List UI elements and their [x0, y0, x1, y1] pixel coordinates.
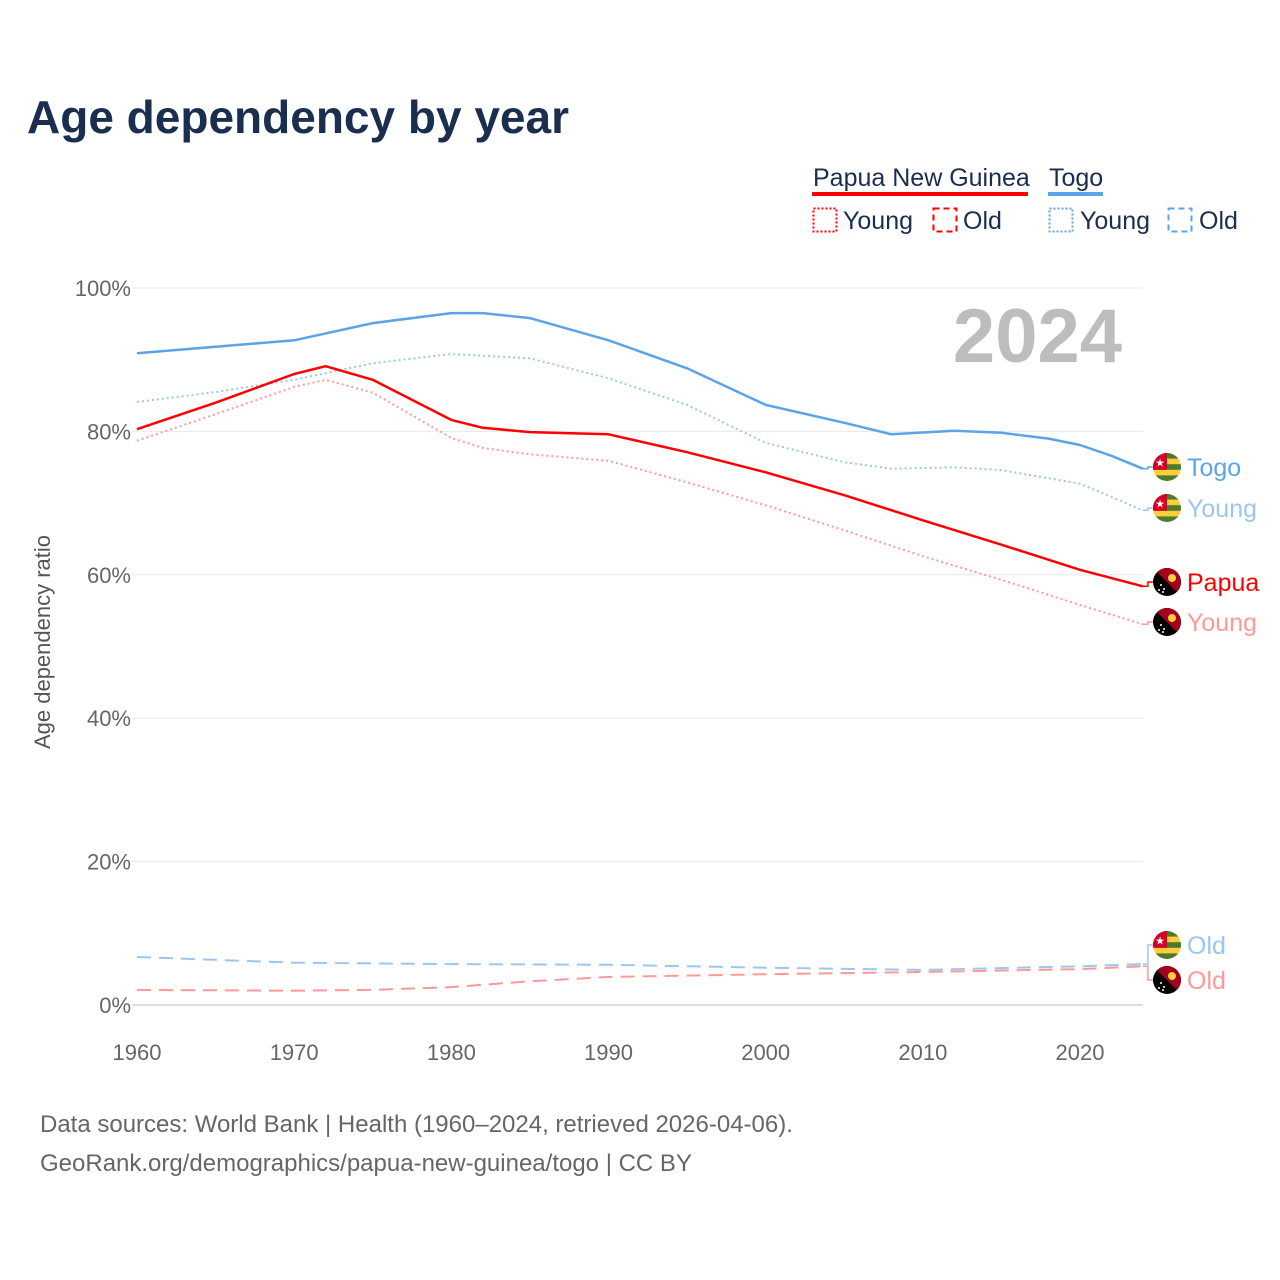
end-label: Young	[1187, 609, 1257, 637]
end-label-connector	[1142, 965, 1153, 981]
legend: Papua New Guinea Togo Young Old Young Ol…	[812, 164, 1238, 235]
legend-togo-young-swatch	[1048, 207, 1074, 233]
y-tick-label: 40%	[87, 706, 131, 731]
end-label-connector	[1142, 944, 1153, 965]
series-line-togo	[136, 311, 1144, 470]
end-label-connector	[1142, 621, 1153, 626]
y-axis-label: Age dependency ratio	[30, 535, 55, 749]
source-line-2[interactable]: GeoRank.org/demographics/papua-new-guine…	[40, 1150, 692, 1177]
end-label: Old	[1187, 967, 1226, 995]
togo-flag-icon	[1153, 931, 1181, 959]
legend-country-png[interactable]: Papua New Guinea	[813, 164, 1030, 192]
togo-flag-icon	[1153, 494, 1181, 522]
y-tick-label: 60%	[87, 563, 131, 588]
series-line-papua-new-guinea-old	[136, 965, 1143, 992]
x-axis: 1960 1970 1980 1990 2000 2010 2020	[113, 1040, 1105, 1065]
y-tick-label: 100%	[75, 276, 131, 301]
source-line-1: Data sources: World Bank | Health (1960–…	[40, 1111, 793, 1138]
png-flag-icon	[1153, 966, 1181, 994]
end-label: Togo	[1187, 454, 1241, 482]
end-label-connector	[1142, 507, 1153, 512]
legend-togo-line	[1048, 192, 1103, 196]
end-label: Young	[1187, 495, 1257, 523]
end-labels: Togo Young Old Papua Young Old	[1142, 453, 1259, 995]
series-line-togo-young	[136, 353, 1144, 512]
x-tick-label: 1980	[427, 1040, 476, 1065]
togo-flag-icon	[1153, 453, 1181, 481]
legend-country-togo[interactable]: Togo	[1049, 164, 1103, 192]
y-tick-label: 80%	[87, 419, 131, 444]
series-line-papua-new-guinea-young	[136, 378, 1144, 626]
y-axis: 0% 20% 40% 60% 80% 100%	[75, 276, 131, 1018]
series-lines	[136, 311, 1144, 992]
chart-title: Age dependency by year	[27, 91, 569, 143]
legend-png-old-swatch	[932, 207, 958, 233]
end-label-connector	[1142, 581, 1153, 588]
gridlines	[132, 287, 1143, 1006]
y-tick-label: 20%	[87, 850, 131, 875]
legend-png-line	[812, 192, 1028, 196]
legend-png-young[interactable]: Young	[843, 207, 913, 235]
x-tick-label: 1960	[113, 1040, 162, 1065]
series-line-togo-old	[136, 956, 1143, 971]
end-label: Old	[1187, 932, 1226, 960]
end-label: Papua	[1187, 569, 1259, 597]
legend-togo-young[interactable]: Young	[1080, 207, 1150, 235]
x-tick-label: 1990	[584, 1040, 633, 1065]
png-flag-icon	[1153, 608, 1181, 636]
y-tick-label: 0%	[99, 993, 131, 1018]
series-line-papua-new-guinea	[136, 364, 1144, 588]
x-tick-label: 1970	[270, 1040, 319, 1065]
x-tick-label: 2000	[741, 1040, 790, 1065]
legend-png-young-swatch	[812, 207, 838, 233]
legend-togo-old[interactable]: Old	[1199, 207, 1238, 235]
end-label-connector	[1142, 466, 1153, 470]
legend-togo-old-swatch	[1167, 207, 1193, 233]
x-tick-label: 2020	[1056, 1040, 1105, 1065]
current-year: 2024	[953, 294, 1122, 379]
png-flag-icon	[1153, 568, 1181, 596]
x-tick-label: 2010	[898, 1040, 947, 1065]
legend-png-old[interactable]: Old	[963, 207, 1002, 235]
